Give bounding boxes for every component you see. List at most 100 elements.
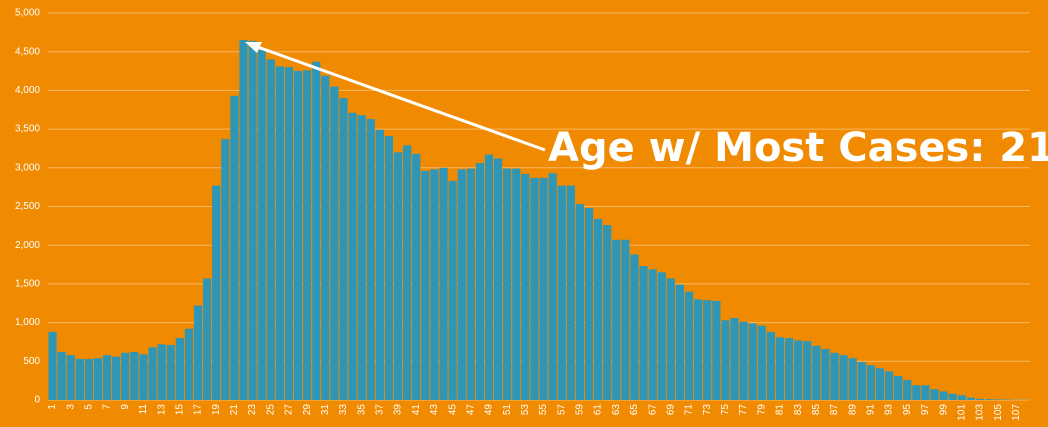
bar <box>848 358 857 400</box>
y-tick-label: 2,000 <box>15 240 40 251</box>
bar <box>739 321 748 400</box>
y-tick-label: 1,000 <box>15 317 40 328</box>
bar <box>794 340 803 400</box>
x-tick-label: 103 <box>975 404 986 421</box>
bar <box>839 355 848 400</box>
bar <box>675 284 685 400</box>
bar <box>266 59 275 400</box>
x-tick-label: 81 <box>775 404 786 416</box>
x-tick-label: 107 <box>1011 404 1022 421</box>
bar <box>566 185 575 400</box>
bar <box>330 86 339 400</box>
bar <box>184 328 194 400</box>
bar <box>66 355 75 400</box>
x-tick-label: 65 <box>629 404 640 416</box>
bar <box>757 325 766 400</box>
x-tick-label: 9 <box>120 404 131 410</box>
bar <box>766 331 775 400</box>
x-tick-label: 27 <box>284 404 295 416</box>
bar <box>730 317 739 400</box>
bar <box>212 185 221 400</box>
bar <box>366 119 375 401</box>
x-tick-label: 33 <box>338 404 349 416</box>
x-tick-label: 15 <box>174 404 185 416</box>
bar <box>684 291 694 400</box>
bar <box>584 208 594 400</box>
x-tick-label: 61 <box>593 404 604 416</box>
bar <box>121 352 130 400</box>
bar <box>221 139 230 401</box>
x-tick-label: 45 <box>447 404 458 416</box>
x-tick-label: 41 <box>411 404 422 416</box>
x-tick-label: 1 <box>47 404 58 410</box>
x-tick-label: 11 <box>138 404 149 415</box>
bar <box>48 331 57 400</box>
x-tick-label: 85 <box>811 404 822 416</box>
bar <box>230 95 239 401</box>
bar <box>866 365 875 400</box>
x-tick-label: 75 <box>720 404 731 416</box>
bar <box>193 305 203 400</box>
bar <box>239 40 248 401</box>
y-tick-label: 1,500 <box>15 279 40 290</box>
bar <box>203 278 212 400</box>
x-tick-label: 69 <box>665 404 676 416</box>
bar <box>539 177 548 400</box>
bar <box>493 158 503 400</box>
bar <box>421 170 430 400</box>
x-tick-label: 105 <box>993 404 1004 421</box>
bar <box>484 154 494 400</box>
bar <box>784 338 794 400</box>
bar <box>639 266 648 400</box>
bar <box>884 371 894 400</box>
bar <box>921 385 930 400</box>
x-tick-label: 71 <box>684 404 695 416</box>
y-tick-label: 0 <box>34 395 40 406</box>
bar <box>775 337 785 400</box>
x-tick-label: 99 <box>938 404 949 416</box>
bar <box>712 300 721 400</box>
bar <box>130 352 139 400</box>
x-tick-label: 3 <box>65 404 76 410</box>
y-tick-label: 4,000 <box>15 85 40 96</box>
x-tick-label: 55 <box>538 404 549 416</box>
bar <box>894 376 903 400</box>
bar <box>994 399 1003 400</box>
bar <box>975 398 985 400</box>
bar <box>166 345 175 400</box>
y-tick-label: 3,000 <box>15 162 40 173</box>
annotation-arrow <box>251 43 546 152</box>
bar <box>812 345 821 400</box>
x-tick-label: 53 <box>520 404 531 416</box>
x-tick-label: 73 <box>702 404 713 416</box>
bar <box>903 379 912 400</box>
bar <box>148 347 157 400</box>
bar <box>666 278 675 400</box>
bar <box>557 185 566 400</box>
x-tick-label: 67 <box>647 404 658 416</box>
bar <box>530 177 539 400</box>
bar <box>621 239 630 400</box>
bar <box>721 320 730 400</box>
x-tick-label: 43 <box>429 404 440 416</box>
bar <box>948 393 957 400</box>
bar <box>939 391 948 400</box>
bar <box>448 180 457 400</box>
bar <box>875 368 885 400</box>
bar <box>957 395 966 400</box>
x-tick-label: 89 <box>847 404 858 416</box>
x-tick-label: 79 <box>756 404 767 416</box>
bar <box>748 323 757 400</box>
x-tick-label: 21 <box>229 404 240 416</box>
x-tick-label: 57 <box>556 404 567 416</box>
bar <box>84 358 94 400</box>
x-tick-label: 93 <box>884 404 895 416</box>
bar <box>475 163 484 400</box>
bar <box>821 348 830 400</box>
bar <box>966 397 975 400</box>
bar <box>375 129 384 400</box>
bar <box>912 385 921 400</box>
x-tick-label: 91 <box>866 404 877 416</box>
bar <box>357 115 366 400</box>
